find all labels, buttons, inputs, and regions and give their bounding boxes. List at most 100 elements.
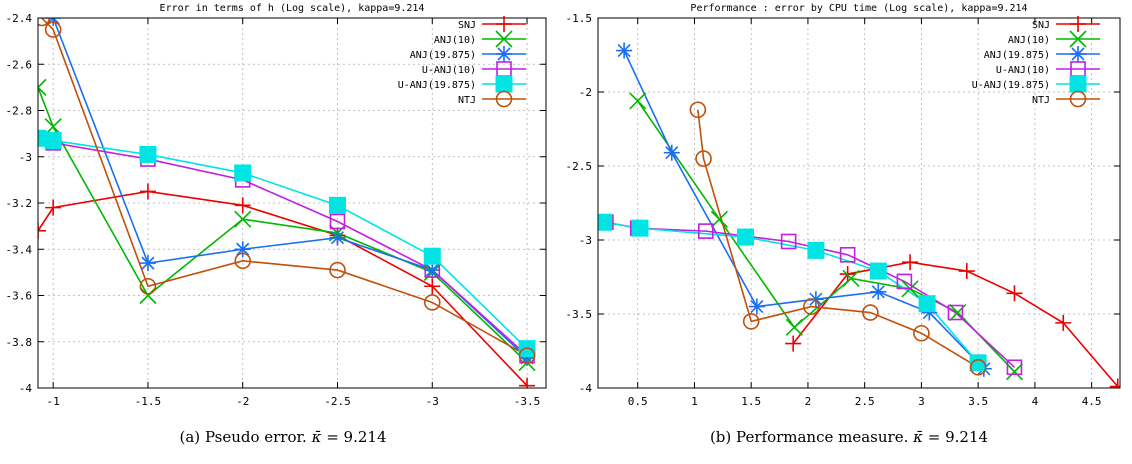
y-tick-label: -3 [19, 151, 32, 164]
data-point-s4-7 [947, 304, 964, 321]
y-tick-label: -4 [579, 382, 593, 395]
data-point-s2-4-b [234, 210, 252, 228]
data-point-s3-5-d2 [425, 263, 439, 277]
data-point-s6-6 [913, 324, 930, 342]
y-tick-label: -3.6 [6, 290, 33, 303]
data-point-s2-2-b [710, 210, 728, 228]
series-line-3 [623, 50, 985, 370]
x-tick-label: 3.5 [968, 395, 988, 408]
y-tick-label: -2.5 [566, 160, 593, 173]
data-point-s3-1-d2 [46, 18, 55, 25]
data-point-s2-2-b [44, 118, 62, 136]
data-point-s3-1-d1 [52, 18, 60, 25]
y-tick-label: -3.4 [6, 243, 33, 256]
data-point-s6-5 [862, 304, 879, 321]
caption-a-label: (a) [179, 428, 201, 446]
data-point-s4-8 [1006, 359, 1023, 376]
legend-marker-2-b [1069, 30, 1087, 48]
data-point-s6-3 [742, 313, 760, 330]
legend: SNJ ANJ(10) ANJ(19.875) U-ANJ(10) U-ANJ(19.8… [398, 16, 526, 108]
y-tick-label: -2.6 [6, 58, 33, 71]
legend-marker-5 [495, 75, 513, 93]
data-point-s3-4-d2 [809, 292, 823, 306]
legend-label-5: U-ANJ(19.875) [972, 80, 1050, 91]
data-point-s4-6 [896, 273, 913, 290]
legend-label-1: SNJ [458, 20, 476, 31]
series-line-6 [697, 109, 979, 368]
legend-label-4: U-ANJ(10) [422, 65, 476, 76]
data-point-s3-5-d2 [871, 285, 885, 299]
legend-label-5: U-ANJ(19.875) [398, 80, 476, 91]
legend-marker-2-b [495, 30, 513, 48]
chart-panel-1: Error in terms of h (Log scale), kappa=9… [6, 3, 547, 408]
data-point-s6-2 [44, 21, 62, 38]
data-point-s5-3 [737, 228, 755, 246]
data-point-s5-4 [807, 241, 825, 259]
legend: SNJ ANJ(10) ANJ(19.875) U-ANJ(10) U-ANJ(19.8… [972, 16, 1100, 108]
data-point-s5-2 [44, 132, 62, 150]
data-point-s6-5 [329, 261, 346, 279]
data-point-s5-2 [631, 219, 649, 237]
data-point-s6-7 [969, 358, 987, 376]
data-point-s2-4-b [842, 269, 860, 288]
legend-marker-3-d2 [1071, 47, 1085, 61]
y-tick-label: -4 [19, 382, 33, 395]
legend-label-1: SNJ [1032, 20, 1050, 31]
legend-label-2: ANJ(10) [1008, 35, 1050, 46]
data-point-s6-4 [234, 252, 252, 270]
data-point-s2-1 [38, 86, 47, 96]
chart-title: Error in terms of h (Log scale), kappa=9… [160, 3, 425, 14]
data-point-s2-7-b [1005, 363, 1024, 381]
caption-b-label: (b) [709, 428, 732, 446]
y-tick-label: -3 [579, 234, 592, 247]
data-point-s3-2-d2 [665, 146, 679, 160]
chart-title: Performance : error by CPU time (Log sca… [690, 3, 1027, 14]
plot-frame [37, 17, 547, 389]
data-point-s3-1-d2 [617, 43, 631, 58]
x-tick-label: 4.5 [1082, 395, 1102, 408]
data-point-s6-1 [689, 101, 707, 119]
data-point-s6-1 [38, 18, 51, 27]
x-tick-label: 3 [918, 395, 925, 408]
data-point-s3-3-d2 [236, 242, 250, 256]
y-tick-label: -3.5 [566, 308, 593, 321]
legend-label-4: U-ANJ(10) [996, 65, 1050, 76]
data-point-s5-1 [598, 213, 613, 231]
data-point-s2-3-b [785, 318, 803, 336]
data-point-s5-3 [139, 145, 157, 163]
caption-a-kappa-value: = 9.214 [326, 428, 387, 446]
data-point-s2-1-b [629, 92, 647, 110]
legend-label-6: NTJ [1032, 95, 1050, 106]
data-point-s5-7 [969, 354, 987, 372]
data-point-s2-1-b [38, 78, 47, 89]
caption-a-kappa-symbol: κ̄ [311, 428, 322, 446]
x-tick-label: 1.5 [741, 395, 761, 408]
legend-marker-6 [495, 90, 513, 108]
legend-label-3: ANJ(19.875) [984, 50, 1050, 61]
x-tick-label: -3 [426, 395, 439, 408]
data-point-s5-6 [423, 247, 441, 265]
caption-b-text: Performance measure. [736, 428, 909, 446]
figure: Error in terms of h (Log scale), kappa=9… [6, 3, 1121, 408]
x-tick-label: -2 [236, 395, 249, 408]
x-tick-label: 1 [691, 395, 698, 408]
caption-b-kappa-symbol: κ̄ [913, 428, 923, 446]
legend-marker-3-d2 [497, 47, 511, 61]
chart-panel-2: Performance : error by CPU time (Log sca… [566, 3, 1121, 408]
legend-label-3: ANJ(19.875) [410, 50, 476, 61]
y-tick-label: -2.8 [6, 105, 33, 118]
data-point-s3-3-d2 [750, 300, 764, 314]
data-point-s3-4-d2 [330, 231, 345, 245]
data-point-s5-4 [234, 164, 252, 182]
data-point-s6-7 [518, 347, 536, 364]
caption-a-text: Pseudo error. [204, 428, 307, 446]
data-point-s4-4 [780, 233, 797, 250]
y-tick-label: -2.4 [6, 12, 33, 25]
x-tick-label: -3.5 [514, 395, 541, 408]
series-line-1 [792, 261, 1119, 388]
data-point-s4-5 [839, 247, 856, 263]
x-tick-label: 4 [1032, 395, 1039, 408]
data-point-s5-5 [328, 196, 346, 214]
y-tick-label: -1.5 [566, 12, 593, 25]
data-point-s6-6 [423, 294, 441, 311]
